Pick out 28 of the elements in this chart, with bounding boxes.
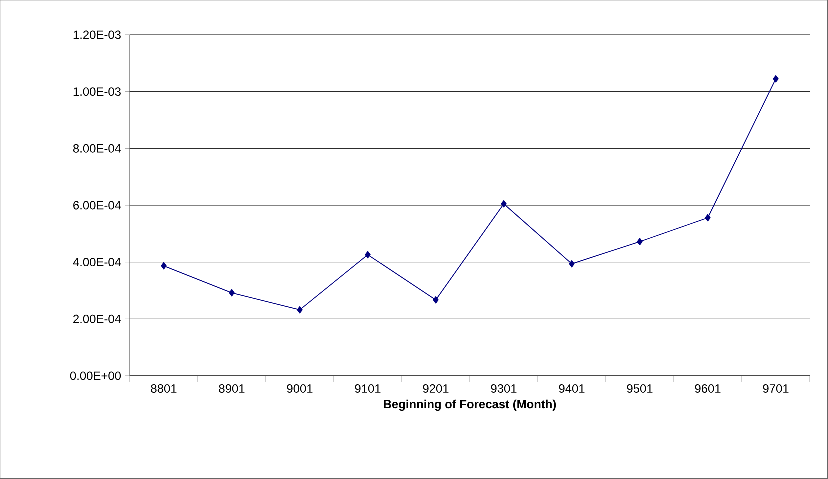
x-tick-label: 9101: [355, 384, 381, 393]
x-tick-label: 9701: [763, 384, 789, 393]
x-tick-label: 9301: [491, 384, 517, 393]
y-tick-label: 1.20E-03: [74, 30, 121, 40]
y-tick-label: 8.00E-04: [73, 144, 122, 153]
x-tick-label: 9401: [559, 384, 585, 393]
point: [773, 75, 779, 83]
y-tick-label: 0.00E+00: [70, 372, 122, 380]
point: [297, 306, 303, 314]
x-axis-title: Beginning of Forecast (Month): [384, 400, 556, 412]
point: [433, 296, 439, 304]
point: [569, 260, 575, 268]
y-tick-label: 1.00E-03: [74, 88, 121, 96]
point: [705, 214, 711, 222]
point: [637, 238, 643, 246]
x-tick-label: 8801: [151, 384, 177, 393]
x-tick-label: 9201: [423, 384, 449, 393]
point: [161, 262, 167, 270]
x-tick-label: 9601: [695, 384, 721, 393]
y-tick-label: 2.00E-04: [74, 314, 122, 324]
x-tick-label: 9501: [627, 384, 653, 393]
point: [501, 200, 507, 208]
y-tick-label: 4.00E-04: [73, 258, 122, 267]
x-tick-label: 9001: [287, 384, 313, 393]
y-tick-label: 6.00E-04: [74, 201, 122, 210]
x-tick-label: 8901: [219, 384, 245, 393]
point: [229, 289, 235, 297]
point: [365, 251, 371, 259]
